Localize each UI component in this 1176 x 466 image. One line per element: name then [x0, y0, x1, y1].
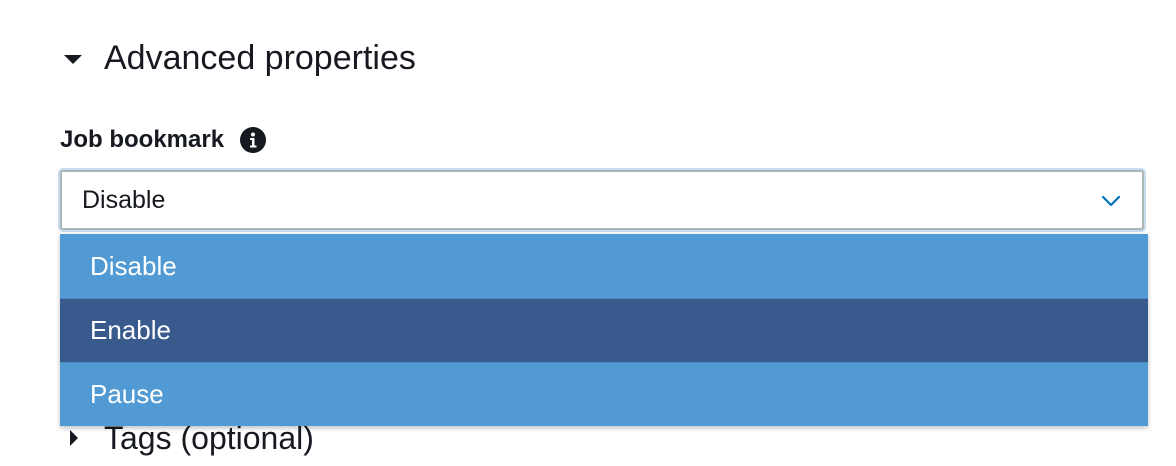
- job-bookmark-dropdown: Disable Enable Pause: [60, 234, 1148, 426]
- info-icon[interactable]: [240, 127, 267, 153]
- job-bookmark-label-row: Job bookmark: [60, 124, 267, 156]
- option-enable[interactable]: Enable: [60, 298, 1148, 362]
- option-disable[interactable]: Disable: [60, 234, 1148, 298]
- tags-header[interactable]: Tags (optional): [70, 418, 314, 458]
- advanced-properties-header[interactable]: Advanced properties: [64, 36, 416, 80]
- tags-title: Tags (optional): [104, 420, 314, 456]
- job-bookmark-select[interactable]: Disable: [60, 170, 1144, 230]
- job-bookmark-label: Job bookmark: [60, 126, 225, 153]
- select-value: Disable: [82, 185, 166, 214]
- section-title: Advanced properties: [104, 39, 416, 77]
- chevron-down-icon: [1101, 195, 1121, 207]
- caret-down-icon: [64, 54, 82, 64]
- option-pause[interactable]: Pause: [60, 362, 1148, 426]
- caret-right-icon: [70, 430, 78, 446]
